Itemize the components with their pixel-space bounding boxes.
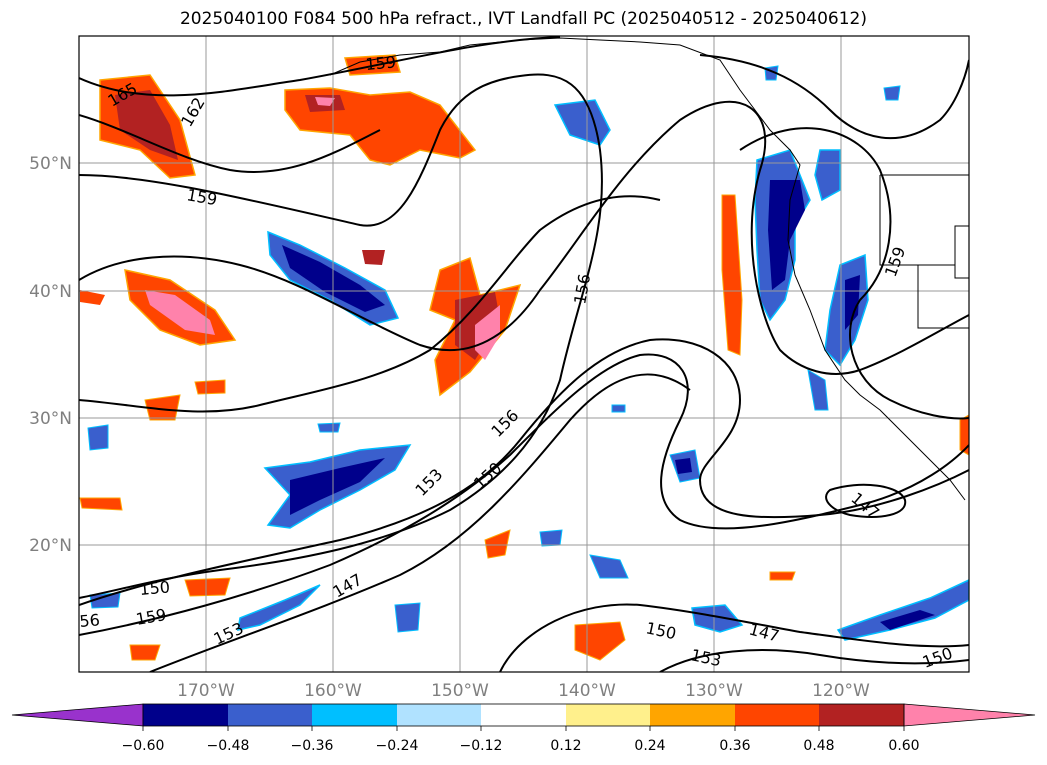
- graticule: [79, 36, 969, 672]
- colorbar-tick-label: 0.24: [634, 738, 665, 754]
- contour-label: 159: [365, 52, 397, 74]
- colorbar-segment: [312, 704, 397, 726]
- colorbar-tick-label: −0.12: [460, 738, 503, 754]
- colorbar-tick-label: 0.48: [803, 738, 834, 754]
- colorbar-segment: [481, 704, 566, 726]
- colorbar-tick-label: −0.48: [207, 738, 250, 754]
- colorbar-tick-label: −0.36: [291, 738, 334, 754]
- figure-title: 2025040100 F084 500 hPa refract., IVT La…: [179, 9, 867, 29]
- colorbar-segment: [650, 704, 735, 726]
- colorbar: −0.60 −0.48 −0.36 −0.24 −0.12 0.12 0.24 …: [11, 703, 1036, 754]
- refractivity-shading: [79, 54, 969, 661]
- colorbar-extend-left: [11, 703, 144, 727]
- colorbar-segment: [566, 704, 650, 726]
- lon-label: 160°W: [304, 681, 362, 701]
- lon-label: 140°W: [558, 681, 616, 701]
- colorbar-tick-label: −0.60: [122, 738, 165, 754]
- colorbar-ticks: [142, 726, 905, 731]
- map-panel: [79, 36, 969, 672]
- lon-label: 170°W: [177, 681, 235, 701]
- colorbar-segment: [143, 704, 228, 726]
- latitude-labels: 50°N 40°N 30°N 20°N: [29, 154, 72, 556]
- colorbar-tick-label: 0.60: [888, 738, 919, 754]
- lon-label: 120°W: [812, 681, 870, 701]
- colorbar-tick-label: −0.24: [376, 738, 419, 754]
- colorbar-segment: [819, 704, 904, 726]
- colorbar-segment: [735, 704, 819, 726]
- colorbar-segment: [397, 704, 481, 726]
- lon-label: 150°W: [431, 681, 489, 701]
- longitude-labels: 170°W 160°W 150°W 140°W 130°W 120°W: [177, 681, 870, 701]
- colorbar-tick-label: 0.36: [719, 738, 750, 754]
- lon-label: 130°W: [685, 681, 743, 701]
- lat-label: 20°N: [29, 536, 72, 556]
- lat-label: 50°N: [29, 154, 72, 174]
- contour-label: 56: [79, 610, 101, 631]
- colorbar-extend-right: [903, 703, 1036, 727]
- height-contours: [79, 36, 969, 672]
- colorbar-tick-label: 0.12: [550, 738, 581, 754]
- map-frame: [78, 35, 970, 673]
- lat-label: 40°N: [29, 282, 72, 302]
- lat-label: 30°N: [29, 409, 72, 429]
- colorbar-segment: [228, 704, 312, 726]
- contour-label: 150: [139, 577, 171, 599]
